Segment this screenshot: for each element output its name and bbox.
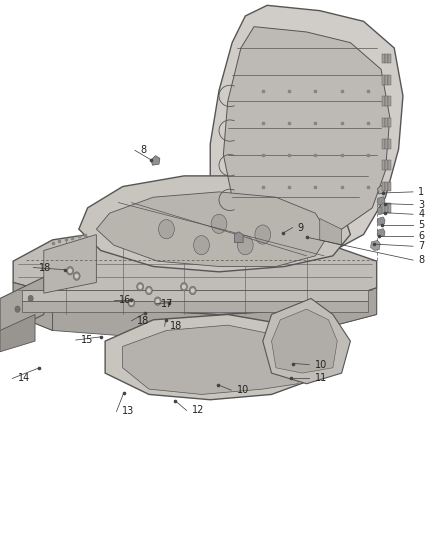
Polygon shape: [13, 282, 53, 330]
FancyBboxPatch shape: [382, 54, 385, 63]
Circle shape: [145, 286, 152, 295]
FancyBboxPatch shape: [388, 96, 391, 106]
Circle shape: [156, 300, 159, 303]
Polygon shape: [13, 229, 377, 314]
Circle shape: [75, 274, 78, 278]
Polygon shape: [22, 290, 368, 301]
Polygon shape: [263, 298, 350, 384]
Circle shape: [183, 285, 185, 288]
Text: 18: 18: [39, 263, 51, 272]
Polygon shape: [151, 156, 160, 165]
Circle shape: [194, 236, 209, 255]
FancyBboxPatch shape: [382, 118, 385, 127]
Polygon shape: [315, 288, 377, 330]
Circle shape: [255, 225, 271, 244]
FancyBboxPatch shape: [382, 96, 385, 106]
Text: 3: 3: [418, 200, 424, 209]
Text: 8: 8: [418, 255, 424, 265]
Polygon shape: [234, 232, 243, 243]
Circle shape: [73, 272, 80, 280]
Text: 10: 10: [237, 385, 249, 395]
Polygon shape: [105, 314, 324, 400]
Circle shape: [159, 220, 174, 239]
FancyBboxPatch shape: [385, 118, 388, 127]
Circle shape: [128, 298, 135, 307]
Circle shape: [148, 289, 150, 292]
FancyBboxPatch shape: [388, 160, 391, 170]
Text: 7: 7: [418, 241, 424, 251]
Circle shape: [154, 297, 161, 305]
Polygon shape: [44, 235, 96, 293]
Polygon shape: [96, 192, 328, 266]
FancyBboxPatch shape: [385, 54, 388, 63]
FancyBboxPatch shape: [388, 54, 391, 63]
Circle shape: [191, 289, 194, 292]
Polygon shape: [272, 309, 337, 373]
Polygon shape: [377, 229, 385, 237]
FancyBboxPatch shape: [385, 182, 388, 191]
Polygon shape: [13, 282, 377, 336]
Text: 8: 8: [140, 146, 146, 155]
Text: 4: 4: [418, 209, 424, 219]
Text: 10: 10: [314, 360, 327, 369]
FancyBboxPatch shape: [382, 182, 385, 191]
FancyBboxPatch shape: [382, 139, 385, 149]
FancyBboxPatch shape: [382, 203, 385, 213]
FancyBboxPatch shape: [385, 75, 388, 85]
Polygon shape: [123, 325, 307, 394]
Circle shape: [180, 282, 187, 291]
Circle shape: [28, 295, 33, 302]
Polygon shape: [0, 277, 44, 336]
Circle shape: [15, 306, 20, 312]
Polygon shape: [79, 176, 350, 272]
Circle shape: [67, 266, 74, 275]
FancyBboxPatch shape: [385, 160, 388, 170]
FancyBboxPatch shape: [382, 160, 385, 170]
Text: 18: 18: [170, 321, 182, 331]
Polygon shape: [22, 301, 368, 312]
FancyBboxPatch shape: [388, 182, 391, 191]
Polygon shape: [377, 217, 385, 225]
Polygon shape: [378, 185, 385, 194]
Circle shape: [137, 282, 144, 291]
Circle shape: [237, 236, 253, 255]
Text: 13: 13: [122, 407, 134, 416]
Circle shape: [211, 214, 227, 233]
FancyBboxPatch shape: [388, 118, 391, 127]
FancyBboxPatch shape: [385, 96, 388, 106]
FancyBboxPatch shape: [382, 75, 385, 85]
Circle shape: [69, 269, 71, 272]
Text: 15: 15: [81, 335, 93, 345]
FancyBboxPatch shape: [388, 203, 391, 213]
Text: 16: 16: [119, 295, 131, 304]
Polygon shape: [223, 27, 390, 235]
Text: 14: 14: [18, 374, 30, 383]
Text: 9: 9: [298, 223, 304, 232]
FancyBboxPatch shape: [385, 139, 388, 149]
Text: 17: 17: [161, 299, 173, 309]
Text: 1: 1: [418, 187, 424, 197]
Circle shape: [130, 301, 133, 304]
Polygon shape: [0, 314, 35, 352]
Text: 12: 12: [192, 406, 204, 415]
Text: 5: 5: [418, 220, 424, 230]
Polygon shape: [377, 206, 385, 215]
Polygon shape: [210, 5, 403, 261]
FancyBboxPatch shape: [385, 203, 388, 213]
Polygon shape: [371, 240, 380, 251]
Polygon shape: [320, 219, 342, 245]
Text: 11: 11: [314, 374, 327, 383]
FancyBboxPatch shape: [388, 139, 391, 149]
Circle shape: [139, 285, 141, 288]
Text: 18: 18: [137, 316, 149, 326]
Text: 6: 6: [418, 231, 424, 240]
Circle shape: [189, 286, 196, 295]
FancyBboxPatch shape: [388, 75, 391, 85]
Polygon shape: [377, 197, 385, 205]
